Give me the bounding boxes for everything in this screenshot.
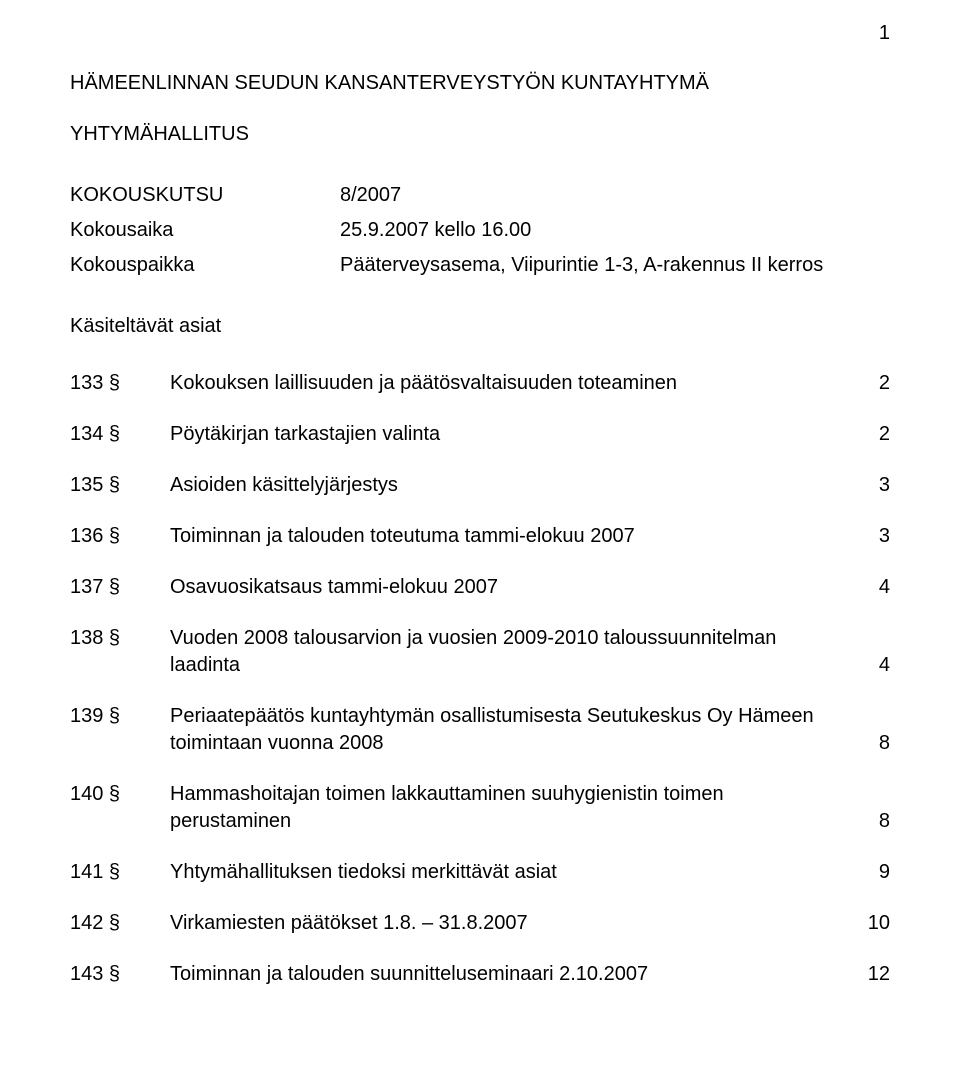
agenda-page: 8 [850,808,890,835]
agenda-list: 133 § Kokouksen laillisuuden ja päätösva… [70,370,890,988]
agenda-page: 4 [850,652,890,679]
agenda-item: 139 § Periaatepäätös kuntayhtymän osalli… [70,703,890,757]
kokousaika-value: 25.9.2007 kello 16.00 [340,213,823,248]
agenda-text: Pöytäkirjan tarkastajien valinta [170,421,850,448]
agenda-num: 142 § [70,910,170,937]
agenda-num: 138 § [70,625,170,652]
agenda-text: Yhtymähallituksen tiedoksi merkittävät a… [170,859,850,886]
agenda-item: 135 § Asioiden käsittelyjärjestys 3 [70,472,890,499]
agenda-page: 12 [850,961,890,988]
agenda-heading: Käsiteltävät asiat [70,313,890,340]
agenda-page: 3 [850,472,890,499]
agenda-text: Toiminnan ja talouden suunnitteluseminaa… [170,961,850,988]
agenda-num: 136 § [70,523,170,550]
agenda-page: 2 [850,370,890,397]
agenda-text: Kokouksen laillisuuden ja päätösvaltaisu… [170,370,850,397]
meta-row-kokousaika: Kokousaika 25.9.2007 kello 16.00 [70,213,823,248]
agenda-text: Toiminnan ja talouden toteutuma tammi-el… [170,523,850,550]
agenda-text: Periaatepäätös kuntayhtymän osallistumis… [170,703,850,757]
agenda-page: 4 [850,574,890,601]
agenda-text: Osavuosikatsaus tammi-elokuu 2007 [170,574,850,601]
agenda-item: 140 § Hammashoitajan toimen lakkauttamin… [70,781,890,835]
agenda-text: Virkamiesten päätökset 1.8. – 31.8.2007 [170,910,850,937]
kokouskutsu-value: 8/2007 [340,178,823,213]
agenda-text: Hammashoitajan toimen lakkauttaminen suu… [170,781,850,835]
agenda-num: 143 § [70,961,170,988]
agenda-item: 143 § Toiminnan ja talouden suunnittelus… [70,961,890,988]
agenda-page: 2 [850,421,890,448]
agenda-item: 133 § Kokouksen laillisuuden ja päätösva… [70,370,890,397]
meta-row-kokouskutsu: KOKOUSKUTSU 8/2007 [70,178,823,213]
agenda-item: 136 § Toiminnan ja talouden toteutuma ta… [70,523,890,550]
meta-row-kokouspaikka: Kokouspaikka Pääterveysasema, Viipurinti… [70,248,823,283]
kokouspaikka-value: Pääterveysasema, Viipurintie 1-3, A-rake… [340,248,823,283]
kokouspaikka-label: Kokouspaikka [70,248,340,283]
agenda-num: 134 § [70,421,170,448]
agenda-num: 135 § [70,472,170,499]
kokousaika-label: Kokousaika [70,213,340,248]
agenda-num: 139 § [70,703,170,730]
agenda-page: 10 [850,910,890,937]
agenda-text: Asioiden käsittelyjärjestys [170,472,850,499]
agenda-num: 137 § [70,574,170,601]
agenda-num: 133 § [70,370,170,397]
agenda-text: Vuoden 2008 talousarvion ja vuosien 2009… [170,625,850,679]
agenda-num: 141 § [70,859,170,886]
agenda-num: 140 § [70,781,170,808]
agenda-item: 142 § Virkamiesten päätökset 1.8. – 31.8… [70,910,890,937]
agenda-page: 9 [850,859,890,886]
title-block: HÄMEENLINNAN SEUDUN KANSANTERVEYSTYÖN KU… [70,70,890,148]
document-page: 1 HÄMEENLINNAN SEUDUN KANSANTERVEYSTYÖN … [0,0,960,1091]
agenda-page: 3 [850,523,890,550]
agenda-item: 138 § Vuoden 2008 talousarvion ja vuosie… [70,625,890,679]
body-name: YHTYMÄHALLITUS [70,121,890,148]
org-name: HÄMEENLINNAN SEUDUN KANSANTERVEYSTYÖN KU… [70,70,890,97]
page-number: 1 [879,20,890,47]
kokouskutsu-label: KOKOUSKUTSU [70,178,340,213]
meta-table: KOKOUSKUTSU 8/2007 Kokousaika 25.9.2007 … [70,178,823,283]
agenda-item: 141 § Yhtymähallituksen tiedoksi merkitt… [70,859,890,886]
agenda-item: 137 § Osavuosikatsaus tammi-elokuu 2007 … [70,574,890,601]
agenda-page: 8 [850,730,890,757]
agenda-item: 134 § Pöytäkirjan tarkastajien valinta 2 [70,421,890,448]
